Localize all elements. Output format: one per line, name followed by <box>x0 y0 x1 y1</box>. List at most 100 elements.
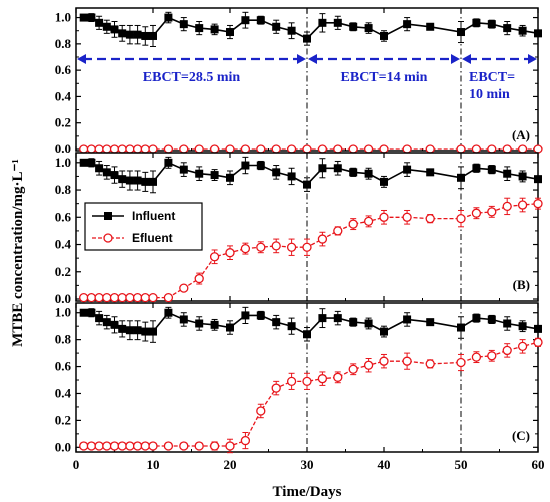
influent-point <box>272 168 281 177</box>
y-tick-label: 0.2 <box>55 412 71 427</box>
efluent-point <box>471 144 482 154</box>
series-line <box>83 341 539 447</box>
efluent-point <box>502 144 512 154</box>
ebct-arrow-head-left <box>308 54 317 64</box>
influent-point <box>87 13 96 22</box>
influent-point <box>287 322 296 331</box>
efluent-point <box>271 144 281 154</box>
x-tick-label: 10 <box>147 457 160 472</box>
efluent-point <box>179 144 189 154</box>
ebct-label: EBCT= <box>469 70 515 85</box>
panel-2: 0.0 0.2 0.4 0.6 0.8 1.0 (C) <box>55 302 543 454</box>
influent-point <box>256 311 265 320</box>
efluent-point <box>179 441 189 451</box>
efluent-point <box>425 359 435 369</box>
y-tick-label: 1.0 <box>55 10 71 25</box>
influent-point <box>79 308 88 317</box>
influent-point <box>149 31 157 40</box>
efluent-point <box>148 144 158 154</box>
influent-point <box>380 31 388 40</box>
influent-point <box>118 175 127 184</box>
efluent-point <box>402 212 412 222</box>
influent-point <box>318 164 327 173</box>
influent-point <box>79 158 88 167</box>
efluent-point <box>194 441 204 451</box>
efluent-point <box>209 144 220 154</box>
efluent-point <box>132 292 143 303</box>
efluent-point <box>302 376 312 387</box>
influent-point <box>403 315 412 324</box>
efluent-point <box>533 199 543 209</box>
y-tick-label: 0.0 <box>55 291 71 306</box>
influent-point <box>287 26 296 35</box>
efluent-point <box>102 144 112 154</box>
influent-point <box>195 169 204 178</box>
efluent-point <box>256 144 266 154</box>
influent-point <box>141 31 150 40</box>
influent-point <box>226 323 234 332</box>
efluent-point <box>109 292 120 303</box>
influent-point <box>149 177 157 186</box>
ebct-arrow-head-right <box>528 54 537 64</box>
efluent-point <box>125 292 135 303</box>
efluent-point <box>379 144 389 154</box>
efluent-series <box>79 337 543 454</box>
efluent-point <box>363 216 374 227</box>
influent-point <box>403 165 412 174</box>
influent-point <box>110 25 119 34</box>
efluent-point <box>132 441 143 451</box>
influent-point <box>380 327 388 336</box>
efluent-point <box>502 201 512 212</box>
influent-point <box>518 26 527 35</box>
influent-point <box>241 311 250 320</box>
legend: Influent Efluent <box>84 202 203 251</box>
efluent-point <box>348 364 358 374</box>
influent-point <box>426 22 435 31</box>
efluent-point <box>271 383 281 393</box>
ebct-label: 10 min <box>469 87 510 102</box>
efluent-point <box>517 144 528 154</box>
efluent-point <box>502 345 512 356</box>
y-tick-label: 0.8 <box>55 332 72 347</box>
efluent-point <box>533 337 543 347</box>
efluent-point <box>140 144 150 154</box>
efluent-point <box>286 242 297 252</box>
efluent-point <box>102 292 112 303</box>
influent-point <box>364 24 373 33</box>
efluent-point <box>379 356 389 366</box>
efluent-point <box>125 144 135 154</box>
influent-point <box>133 176 142 185</box>
influent-point <box>141 327 150 336</box>
influent-point <box>534 175 542 184</box>
efluent-point <box>517 200 528 210</box>
influent-point <box>303 330 311 339</box>
efluent-point <box>94 441 104 451</box>
y-tick-label: 0.6 <box>55 359 72 374</box>
influent-point <box>487 165 496 174</box>
efluent-series <box>79 197 543 303</box>
influent-point <box>534 29 542 38</box>
y-tick-label: 0.8 <box>55 36 72 51</box>
influent-point <box>403 20 412 29</box>
efluent-point <box>240 243 251 254</box>
efluent-point <box>533 144 543 154</box>
influent-point <box>164 158 173 167</box>
x-tick-label: 50 <box>455 457 468 472</box>
efluent-point <box>456 144 466 154</box>
y-tick-label: 0.2 <box>55 115 71 130</box>
influent-point <box>95 164 104 173</box>
efluent-point <box>132 144 143 154</box>
influent-point <box>457 173 465 182</box>
x-tick-label: 0 <box>73 457 80 472</box>
influent-point <box>349 318 358 327</box>
x-tick-label: 20 <box>224 457 237 472</box>
efluent-point <box>148 292 158 303</box>
legend-box <box>84 202 203 251</box>
y-axis-title: MTBE concentration/mg·L⁻¹ <box>10 159 26 347</box>
x-tick-label: 30 <box>301 457 314 472</box>
efluent-point <box>163 441 174 451</box>
efluent-point <box>487 207 497 217</box>
efluent-point <box>302 144 312 154</box>
influent-point <box>210 25 219 34</box>
